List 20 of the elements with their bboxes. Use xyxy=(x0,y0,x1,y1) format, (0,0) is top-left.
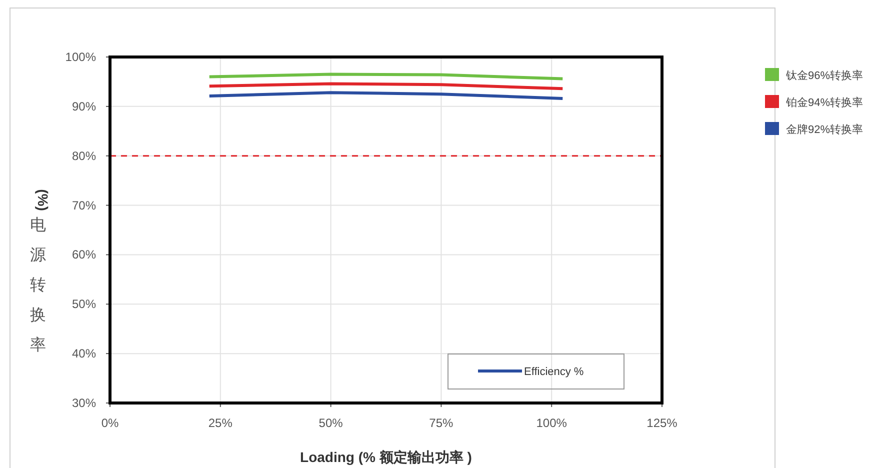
x-tick-label: 25% xyxy=(208,416,233,430)
y-tick-label: 100% xyxy=(65,50,96,64)
annotation: Efficiency % xyxy=(524,366,584,378)
legend-label: 铂金94%转换率 xyxy=(785,96,864,109)
x-tick-label: 125% xyxy=(646,416,678,430)
y-tick-label: 90% xyxy=(72,99,96,114)
y-tick-label: 30% xyxy=(72,396,96,410)
legend-label: 金牌92%转换率 xyxy=(786,123,864,136)
x-tick-label: 0% xyxy=(101,416,119,430)
legend-label: 钛金96%转换率 xyxy=(785,69,864,82)
x-tick-label: 75% xyxy=(429,416,454,430)
y-axis-title: (%) 电源转换率 xyxy=(30,189,51,354)
x-tick-label: 100% xyxy=(536,416,568,430)
y-tick-label: 50% xyxy=(72,297,96,312)
y-tick-label: 60% xyxy=(72,248,96,262)
y-tick-label: 80% xyxy=(72,148,96,163)
y-tick-label: 70% xyxy=(72,198,96,212)
x-axis-title: Loading (% 额定输出功率 ) xyxy=(300,449,472,465)
y-tick-label: 40% xyxy=(72,346,96,361)
x-tick-label: 50% xyxy=(318,416,344,430)
